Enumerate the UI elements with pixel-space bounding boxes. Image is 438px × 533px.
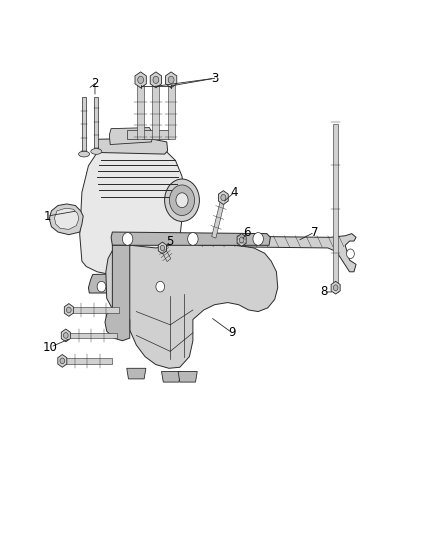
Text: 7: 7 [311,225,318,239]
Polygon shape [110,127,153,144]
Text: 8: 8 [320,286,327,298]
Text: 9: 9 [228,326,236,340]
Polygon shape [106,241,278,368]
Bar [158,130,169,139]
Polygon shape [49,204,83,235]
Circle shape [165,179,199,221]
Polygon shape [161,246,171,262]
Circle shape [239,237,244,243]
Circle shape [160,245,165,251]
Bar [168,85,175,139]
Circle shape [138,76,144,84]
Polygon shape [54,208,79,229]
Bar [82,97,86,154]
Circle shape [60,358,65,364]
Polygon shape [178,372,197,382]
Circle shape [346,249,354,259]
Polygon shape [88,273,173,293]
Text: 5: 5 [166,235,174,247]
Polygon shape [61,329,71,342]
Bar [239,239,244,245]
Polygon shape [237,233,246,246]
Bar [137,85,144,139]
Circle shape [153,76,159,84]
Text: 4: 4 [230,186,238,199]
Polygon shape [212,197,226,238]
Polygon shape [331,281,340,294]
Circle shape [97,281,106,292]
Ellipse shape [78,151,89,157]
Bar [94,97,98,151]
Polygon shape [135,72,146,88]
Polygon shape [66,333,117,338]
Polygon shape [188,233,356,272]
Circle shape [333,285,338,290]
Circle shape [187,232,198,245]
Circle shape [122,232,133,245]
Circle shape [156,281,165,292]
Circle shape [176,193,188,208]
Circle shape [253,232,263,245]
Ellipse shape [91,149,102,155]
Polygon shape [111,232,270,245]
Polygon shape [166,72,177,88]
Text: 6: 6 [244,225,251,239]
Polygon shape [127,368,146,379]
Bar [127,130,138,139]
Polygon shape [69,308,119,313]
Polygon shape [80,144,184,274]
Polygon shape [97,138,168,154]
Text: 10: 10 [43,341,58,353]
Polygon shape [219,191,228,205]
Circle shape [67,307,71,313]
Polygon shape [162,372,181,382]
Polygon shape [62,358,113,364]
Circle shape [170,185,194,215]
Bar [142,130,154,139]
Polygon shape [105,245,130,341]
Bar [333,124,338,292]
Text: 2: 2 [91,77,99,90]
Polygon shape [58,354,67,367]
Bar [152,85,159,139]
Polygon shape [64,304,74,317]
Polygon shape [158,242,166,254]
Text: 3: 3 [211,72,218,85]
Text: 1: 1 [43,209,51,223]
Circle shape [221,195,226,200]
Circle shape [64,333,68,338]
Circle shape [168,76,174,84]
Polygon shape [150,72,162,88]
